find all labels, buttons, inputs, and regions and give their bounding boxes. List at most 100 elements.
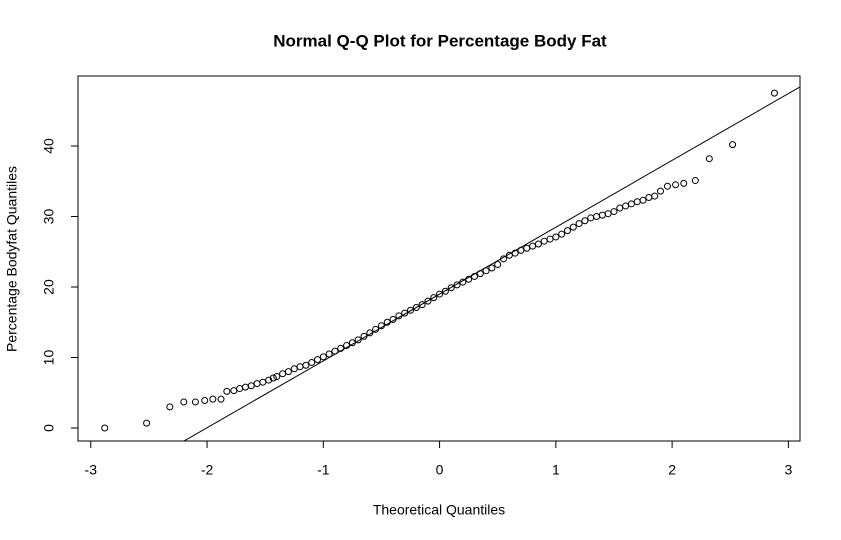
point bbox=[372, 325, 380, 333]
point bbox=[230, 387, 238, 395]
point bbox=[500, 255, 508, 263]
point bbox=[314, 356, 322, 364]
point bbox=[247, 382, 255, 390]
point bbox=[284, 368, 292, 376]
point bbox=[476, 270, 484, 278]
y-axis-label: Percentage Bodyfat Quantiles bbox=[4, 166, 20, 352]
y-tick-label: 30 bbox=[41, 209, 57, 225]
point bbox=[447, 284, 455, 292]
point bbox=[639, 196, 647, 204]
point bbox=[273, 373, 281, 381]
point bbox=[441, 287, 449, 295]
point bbox=[395, 312, 403, 320]
point bbox=[436, 290, 444, 298]
point bbox=[412, 303, 420, 311]
point bbox=[729, 141, 737, 149]
x-tick-label: 2 bbox=[668, 462, 676, 478]
point bbox=[558, 230, 566, 238]
point bbox=[656, 187, 664, 195]
point bbox=[308, 358, 316, 366]
point bbox=[563, 227, 571, 235]
point bbox=[383, 318, 391, 326]
point bbox=[279, 370, 287, 378]
point bbox=[546, 235, 554, 243]
x-tick-label: 0 bbox=[436, 462, 444, 478]
x-tick-label: -1 bbox=[317, 462, 330, 478]
x-tick-label: 3 bbox=[784, 462, 792, 478]
point bbox=[505, 251, 513, 259]
point bbox=[223, 387, 231, 395]
point bbox=[517, 246, 525, 254]
point bbox=[616, 204, 624, 212]
point bbox=[770, 89, 778, 97]
point bbox=[217, 395, 225, 403]
point bbox=[424, 297, 432, 305]
point bbox=[166, 403, 174, 411]
point bbox=[337, 344, 345, 352]
point bbox=[482, 267, 490, 275]
point bbox=[651, 192, 659, 200]
point bbox=[663, 182, 671, 190]
point bbox=[494, 260, 502, 268]
point bbox=[389, 315, 397, 323]
point bbox=[343, 342, 351, 350]
point bbox=[523, 244, 531, 252]
point bbox=[705, 155, 713, 163]
point bbox=[540, 237, 548, 245]
point bbox=[366, 329, 374, 337]
point bbox=[430, 294, 438, 302]
point bbox=[604, 210, 612, 218]
point bbox=[354, 336, 362, 344]
point bbox=[259, 378, 267, 386]
point bbox=[459, 278, 467, 286]
point bbox=[191, 398, 199, 406]
point bbox=[407, 306, 415, 314]
point bbox=[180, 398, 188, 406]
point bbox=[511, 249, 519, 257]
x-tick-label: 1 bbox=[552, 462, 560, 478]
point bbox=[101, 424, 109, 432]
point bbox=[269, 374, 277, 382]
y-tick-label: 40 bbox=[41, 138, 57, 154]
point bbox=[610, 208, 618, 216]
point bbox=[581, 217, 589, 225]
point bbox=[143, 419, 151, 427]
point bbox=[627, 200, 635, 208]
point bbox=[302, 361, 310, 369]
qq-line bbox=[182, 86, 800, 441]
point bbox=[325, 350, 333, 358]
point bbox=[569, 223, 577, 231]
point bbox=[418, 301, 426, 309]
point bbox=[453, 281, 461, 289]
point bbox=[201, 397, 209, 405]
point bbox=[552, 233, 560, 241]
point bbox=[401, 309, 409, 317]
point bbox=[377, 322, 385, 330]
point bbox=[470, 272, 478, 280]
point bbox=[319, 353, 327, 361]
point bbox=[529, 242, 537, 250]
x-tick-label: -3 bbox=[85, 462, 98, 478]
point bbox=[465, 275, 473, 283]
point bbox=[209, 395, 217, 403]
x-tick-label: -2 bbox=[201, 462, 214, 478]
plot-area bbox=[182, 86, 800, 441]
chart-title: Normal Q-Q Plot for Percentage Body Fat bbox=[273, 31, 607, 50]
y-tick-label: 10 bbox=[41, 350, 57, 366]
point bbox=[622, 202, 630, 210]
point bbox=[331, 347, 339, 355]
x-axis-label: Theoretical Quantiles bbox=[373, 502, 505, 518]
point bbox=[360, 332, 368, 340]
y-tick-label: 0 bbox=[41, 424, 57, 432]
point bbox=[680, 179, 688, 187]
point bbox=[488, 264, 496, 272]
point bbox=[672, 181, 680, 189]
point bbox=[534, 240, 542, 248]
point bbox=[691, 177, 699, 185]
point bbox=[290, 365, 298, 373]
point bbox=[348, 339, 356, 347]
y-tick-label: 20 bbox=[41, 279, 57, 295]
point bbox=[575, 220, 583, 228]
